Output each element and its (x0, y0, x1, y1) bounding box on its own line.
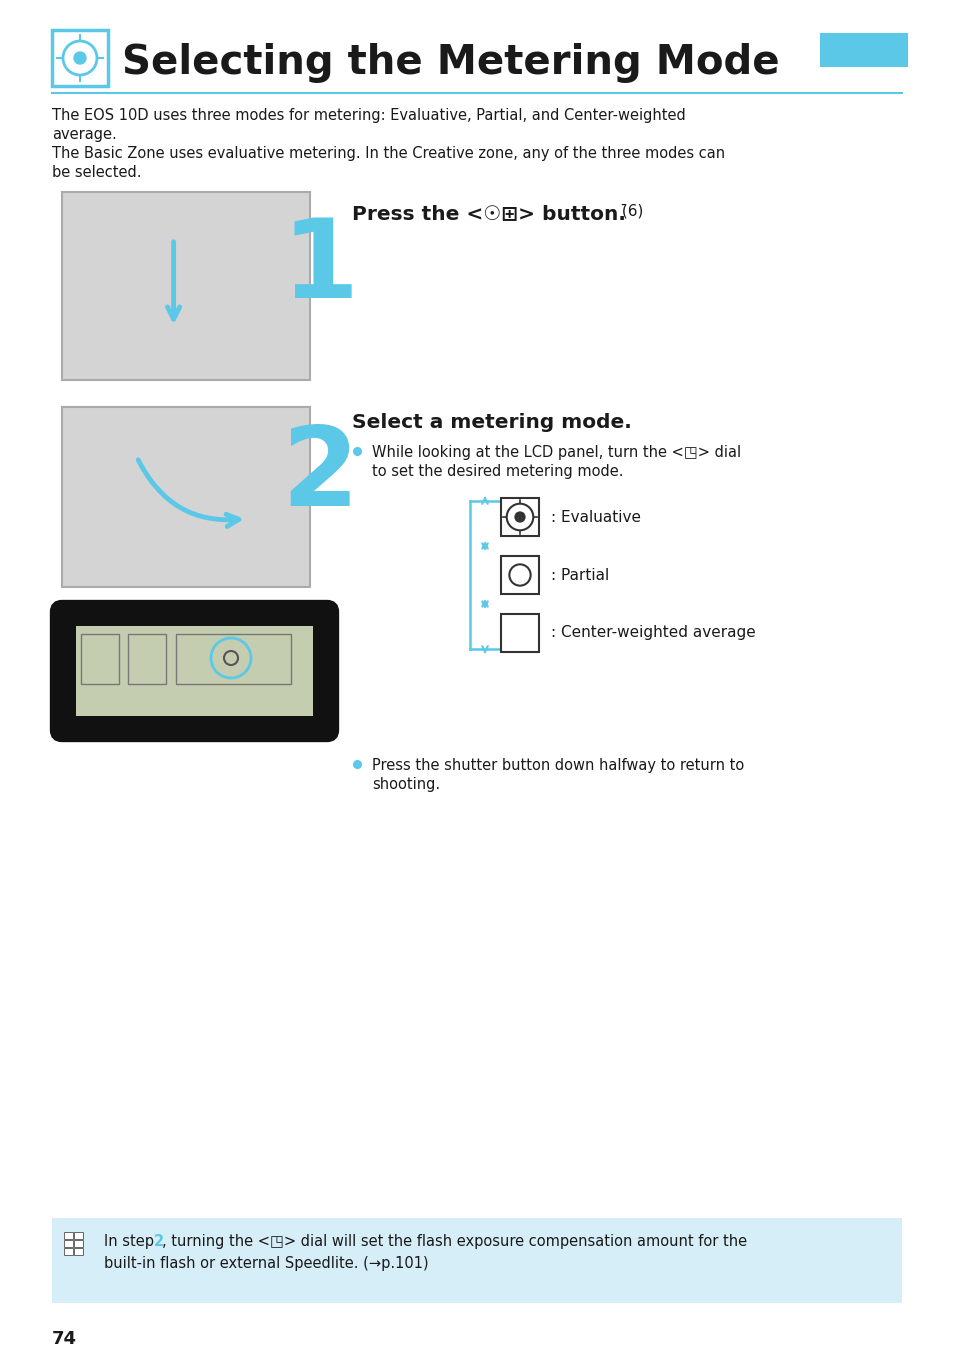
Text: , turning the <◳> dial will set the flash exposure compensation amount for the: , turning the <◳> dial will set the flas… (162, 1234, 746, 1249)
Bar (52, 30, 108, 87)
Bar (62, 407, 310, 587)
Text: shooting.: shooting. (372, 777, 439, 792)
Text: Selecting the Metering Mode: Selecting the Metering Mode (122, 43, 779, 82)
Text: The EOS 10D uses three modes for metering: Evaluative, Partial, and Center-weigh: The EOS 10D uses three modes for meterin… (52, 108, 685, 123)
Text: While looking at the LCD panel, turn the <◳> dial: While looking at the LCD panel, turn the… (372, 445, 740, 460)
Text: Select a metering mode.: Select a metering mode. (352, 412, 631, 433)
Text: : Center-weighted average: : Center-weighted average (551, 626, 755, 641)
Circle shape (509, 564, 530, 585)
Bar (52, 1218, 901, 1303)
Text: 74: 74 (52, 1330, 77, 1348)
Bar (500, 614, 538, 652)
Bar (74, 1248, 83, 1255)
Circle shape (74, 51, 86, 64)
Text: (̄6): (̄6) (617, 204, 642, 219)
Text: 1: 1 (281, 214, 358, 320)
Circle shape (515, 512, 524, 522)
Text: : Evaluative: : Evaluative (551, 510, 640, 525)
Bar (81, 634, 119, 684)
Bar (64, 1240, 73, 1247)
Text: The Basic Zone uses evaluative metering. In the Creative zone, any of the three : The Basic Zone uses evaluative metering.… (52, 146, 724, 161)
Text: 2: 2 (281, 422, 358, 529)
Text: Press the shutter button down halfway to return to: Press the shutter button down halfway to… (372, 758, 743, 773)
Bar (64, 1248, 73, 1255)
Circle shape (63, 41, 97, 74)
Text: In step: In step (104, 1234, 158, 1249)
Bar (74, 1240, 83, 1247)
Bar (128, 634, 166, 684)
Bar (76, 626, 313, 717)
Bar (74, 1232, 83, 1238)
Circle shape (211, 638, 251, 677)
Text: ⁻2⋅1⋅0⋅1⋅2: ⁻2⋅1⋅0⋅1⋅2 (137, 702, 204, 713)
Bar (175, 634, 291, 684)
Circle shape (506, 504, 533, 530)
Circle shape (224, 652, 237, 665)
Text: 2: 2 (153, 1234, 164, 1249)
Text: : Partial: : Partial (551, 568, 609, 583)
Text: Press the <☉⊞> button.: Press the <☉⊞> button. (352, 204, 625, 223)
Text: average.: average. (52, 127, 116, 142)
Text: built-in flash or external Speedlite. (→p.101): built-in flash or external Speedlite. (→… (104, 1256, 428, 1271)
Bar (62, 192, 310, 380)
Bar (64, 1232, 73, 1238)
Bar (500, 498, 538, 535)
Text: to set the desired metering mode.: to set the desired metering mode. (372, 464, 623, 479)
Bar (500, 556, 538, 594)
Text: be selected.: be selected. (52, 165, 141, 180)
FancyBboxPatch shape (54, 604, 335, 738)
Bar (820, 32, 907, 68)
